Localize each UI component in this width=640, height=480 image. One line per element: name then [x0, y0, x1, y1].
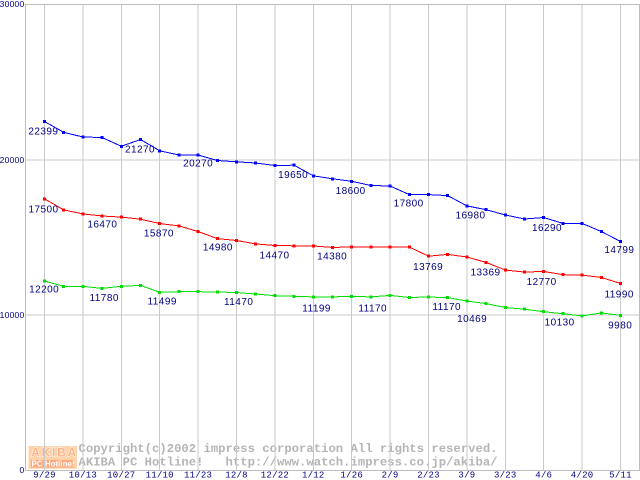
svg-text:14980: 14980: [203, 243, 233, 254]
svg-text:18600: 18600: [336, 186, 366, 197]
svg-text:10469: 10469: [457, 314, 487, 325]
svg-text:Copyright(c)2002 impress corpo: Copyright(c)2002 impress corporation All…: [79, 442, 498, 456]
svg-text:5/11: 5/11: [609, 471, 632, 480]
svg-text:10000: 10000: [0, 310, 25, 320]
svg-text:20000: 20000: [0, 155, 25, 165]
svg-text:1/26: 1/26: [340, 471, 363, 480]
svg-text:16290: 16290: [532, 223, 562, 234]
svg-text:15870: 15870: [144, 229, 174, 240]
svg-text:16470: 16470: [87, 219, 117, 230]
svg-text:10/27: 10/27: [107, 471, 135, 480]
svg-text:30000: 30000: [0, 0, 25, 9]
svg-text:11990: 11990: [605, 289, 634, 300]
svg-text:3/9: 3/9: [458, 471, 475, 480]
svg-text:12200: 12200: [29, 285, 59, 296]
svg-text:16980: 16980: [455, 211, 485, 222]
svg-text:11470: 11470: [224, 297, 253, 308]
svg-text:9/29: 9/29: [33, 471, 56, 480]
svg-text:1/12: 1/12: [302, 471, 325, 480]
svg-text:11170: 11170: [358, 304, 387, 315]
svg-text:17800: 17800: [394, 199, 424, 210]
svg-text:4/20: 4/20: [571, 471, 594, 480]
svg-text:20270: 20270: [183, 159, 213, 170]
svg-text:11/10: 11/10: [146, 471, 174, 480]
svg-text:10130: 10130: [545, 318, 575, 329]
svg-text:11170: 11170: [432, 302, 461, 313]
svg-text:2/9: 2/9: [382, 471, 399, 480]
svg-text:2/23: 2/23: [417, 471, 440, 480]
svg-text:11199: 11199: [302, 304, 331, 315]
svg-text:22399: 22399: [28, 127, 58, 138]
svg-text:12770: 12770: [527, 277, 557, 288]
svg-text:3/23: 3/23: [494, 471, 517, 480]
svg-text:19650: 19650: [278, 170, 308, 181]
svg-text:AKIBA: AKIBA: [31, 445, 78, 459]
svg-text:0: 0: [20, 465, 25, 475]
svg-text:14380: 14380: [317, 251, 347, 262]
svg-text:13369: 13369: [470, 268, 500, 279]
svg-text:AKIBA PC Hotline! http://www: AKIBA PC Hotline! http://www.watch.impre…: [79, 455, 498, 469]
svg-text:9980: 9980: [608, 321, 632, 332]
svg-text:4/6: 4/6: [535, 471, 552, 480]
svg-text:10/13: 10/13: [69, 471, 97, 480]
svg-text:14799: 14799: [604, 245, 634, 256]
svg-text:12/8: 12/8: [225, 471, 248, 480]
svg-text:12/22: 12/22: [261, 471, 289, 480]
svg-text:21270: 21270: [125, 144, 155, 155]
svg-text:17500: 17500: [28, 205, 58, 216]
svg-text:13769: 13769: [413, 262, 443, 273]
svg-text:11/23: 11/23: [184, 471, 212, 480]
svg-text:11499: 11499: [148, 297, 177, 308]
svg-text:11780: 11780: [90, 293, 119, 304]
svg-text:14470: 14470: [259, 251, 289, 262]
svg-text:PC Hotline!: PC Hotline!: [32, 460, 75, 469]
